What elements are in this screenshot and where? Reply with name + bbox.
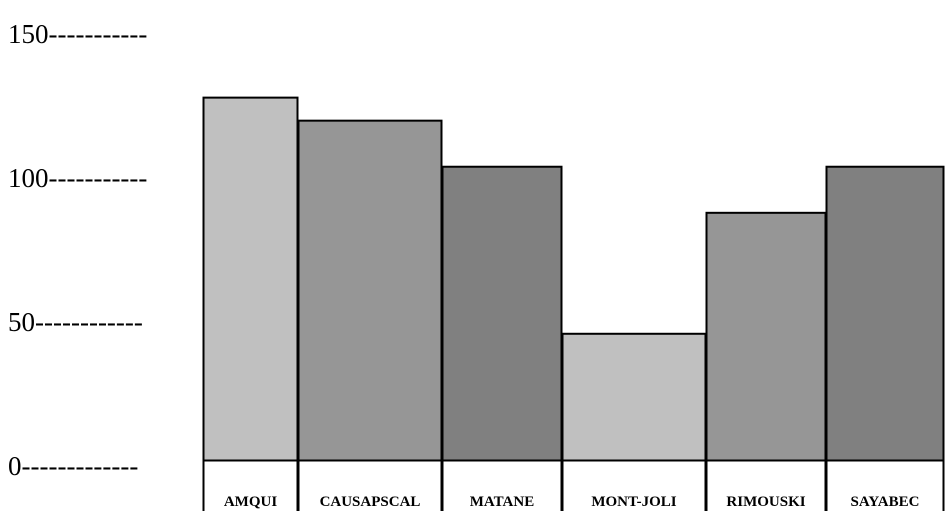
category-box-amqui (202, 459, 299, 511)
category-label-amqui: AMQUI (224, 494, 277, 510)
category-label-causapscal: CAUSAPSCAL (320, 494, 421, 510)
y-tick-label-0: 0------------- (8, 451, 138, 481)
y-tick-label-100: 100----------- (8, 163, 147, 193)
bar-mont-joli (561, 332, 707, 462)
category-label-rimouski: RIMOUSKI (726, 494, 805, 510)
y-tick-label-150: 150----------- (8, 19, 147, 49)
category-label-mont-joli: MONT-JOLI (591, 494, 676, 510)
category-label-sayabec: SAYABEC (851, 494, 920, 510)
y-tick-label-50: 50------------ (8, 307, 143, 337)
y-axis-ticks: 0------------- 50------------ 100---------… (8, 19, 147, 481)
bars (202, 96, 945, 462)
category-box-rimouski (705, 459, 827, 511)
bar-sayabec (825, 165, 945, 462)
bar-matane (441, 165, 563, 462)
category-box-causapscal (297, 459, 443, 511)
category-labels: AMQUI CAUSAPSCAL MATANE MONT-JOLI RIMOUSKI SA… (224, 494, 920, 510)
bar-causapscal (297, 119, 443, 462)
bar-rimouski (705, 211, 827, 462)
category-box-matane (441, 459, 563, 511)
category-label-boxes (202, 459, 945, 511)
category-box-mont-joli (561, 459, 707, 511)
category-box-sayabec (825, 459, 945, 511)
bar-amqui (202, 96, 299, 462)
category-label-matane: MATANE (470, 494, 534, 510)
